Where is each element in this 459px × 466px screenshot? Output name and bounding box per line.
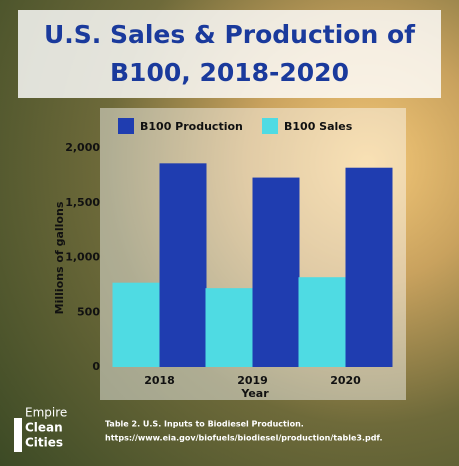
bar xyxy=(298,277,346,367)
x-tick-label: 2018 xyxy=(144,374,175,387)
logo-icon xyxy=(14,418,22,452)
bar xyxy=(112,282,160,367)
logo-text: Empire xyxy=(25,406,67,420)
y-tick-label: 2,000 xyxy=(65,141,100,154)
bar xyxy=(252,177,300,367)
source-title: Table 2. U.S. Inputs to Biodiesel Produc… xyxy=(105,420,304,429)
x-tick-label: 2019 xyxy=(237,374,268,387)
bar xyxy=(345,167,393,367)
x-axis-label: Year xyxy=(240,387,269,400)
bar xyxy=(205,288,253,367)
logo-text: Cities xyxy=(25,436,63,450)
source-url: https://www.eia.gov/biofuels/biodiesel/p… xyxy=(105,434,383,443)
x-tick-label: 2020 xyxy=(330,374,361,387)
legend-label: B100 Sales xyxy=(284,120,353,133)
legend-swatch xyxy=(262,118,278,134)
logo-text: Clean xyxy=(25,421,63,435)
y-tick-label: 500 xyxy=(77,305,100,318)
chart-title: U.S. Sales & Production of B100, 2018-20… xyxy=(18,10,441,98)
y-tick-label: 0 xyxy=(92,360,100,373)
bar xyxy=(159,163,207,367)
y-axis-label: Millions of gallons xyxy=(53,201,66,314)
y-tick-label: 1,000 xyxy=(65,251,100,264)
legend-label: B100 Production xyxy=(140,120,243,133)
legend-swatch xyxy=(118,118,134,134)
y-tick-label: 1,500 xyxy=(65,196,100,209)
